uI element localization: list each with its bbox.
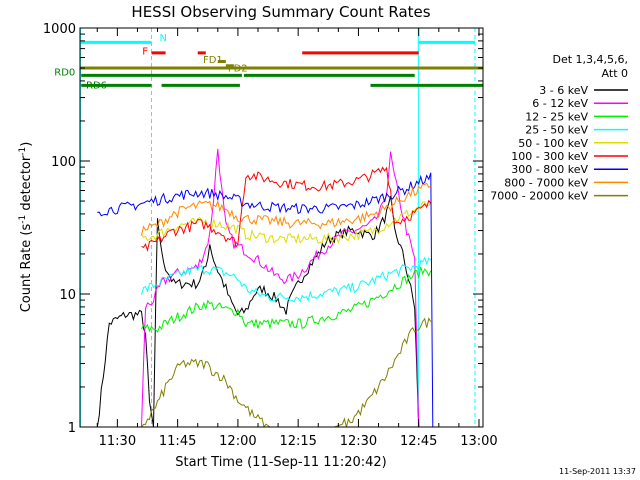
legend-label-1: 6 - 12 keV — [532, 97, 588, 110]
series-line-5 — [141, 166, 432, 253]
legend-label-0: 3 - 6 keV — [539, 84, 588, 97]
series-line-3 — [141, 256, 432, 303]
x-tick-label-6: 13:00 — [460, 434, 497, 449]
series-line-2 — [141, 266, 432, 333]
x-tick-label-2: 12:00 — [219, 434, 256, 449]
y-tick-label-2: 100 — [51, 155, 76, 170]
y-tick-label-0: 1 — [68, 421, 76, 436]
axes-layer: 11:30 11:45 12:00 12:15 12:30 12:45 13:00 1 10 10… — [43, 22, 498, 449]
y-axis-label: Count Rate (s-1 detector-1) — [18, 142, 34, 313]
legend-label-2: 12 - 25 keV — [525, 110, 588, 123]
y-label-main: Count Rate (s — [19, 224, 34, 313]
flag-label-fd2: FD2 — [228, 64, 248, 75]
flag-label-n: N — [160, 33, 167, 44]
legend-label-6: 300 - 800 keV — [511, 163, 588, 176]
plot-timestamp: 11-Sep-2011 13:37 — [559, 467, 636, 476]
y-label-end: ) — [19, 142, 34, 147]
x-tick-label-5: 12:45 — [400, 434, 437, 449]
y-label-mid: detector — [19, 155, 34, 215]
legend-label-7: 800 - 7000 keV — [504, 176, 588, 189]
flag-label-f: F — [142, 47, 148, 58]
series-line-7 — [141, 182, 432, 236]
y-label-sup1: -1 — [18, 215, 28, 224]
series-line-6 — [97, 172, 434, 428]
x-tick-label-3: 12:15 — [279, 434, 316, 449]
chart-title: HESSI Observing Summary Count Rates — [131, 3, 430, 21]
legend-label-4: 50 - 100 keV — [518, 137, 588, 150]
y-label-sup2: -1 — [18, 147, 28, 156]
series-line-4 — [141, 201, 432, 245]
legend-header-detectors: Det 1,3,4,5,6, — [552, 53, 628, 66]
flag-label-fd1: FD1 — [203, 55, 223, 66]
flag-label-rd0: RD0 — [54, 67, 75, 78]
x-tick-label-1: 11:45 — [159, 434, 196, 449]
y-tick-label-1: 10 — [59, 288, 76, 303]
x-tick-label-0: 11:30 — [99, 434, 136, 449]
legend-header-attenuator: Att 0 — [602, 67, 628, 80]
legend-label-5: 100 - 300 keV — [511, 150, 588, 163]
x-tick-label-4: 12:30 — [340, 434, 377, 449]
legend-label-8: 7000 - 20000 keV — [490, 190, 588, 203]
legend-label-3: 25 - 50 keV — [525, 124, 588, 137]
flag-label-rd6: RD6 — [86, 81, 107, 92]
y-tick-label-3: 1000 — [43, 22, 76, 37]
plot-data-layer: N F FD1 FD2 RD0 RD6 — [54, 28, 483, 428]
x-axis-label: Start Time (11-Sep-11 11:20:42) — [175, 455, 386, 470]
series-line-0 — [96, 195, 420, 428]
plot-frame — [79, 27, 484, 428]
